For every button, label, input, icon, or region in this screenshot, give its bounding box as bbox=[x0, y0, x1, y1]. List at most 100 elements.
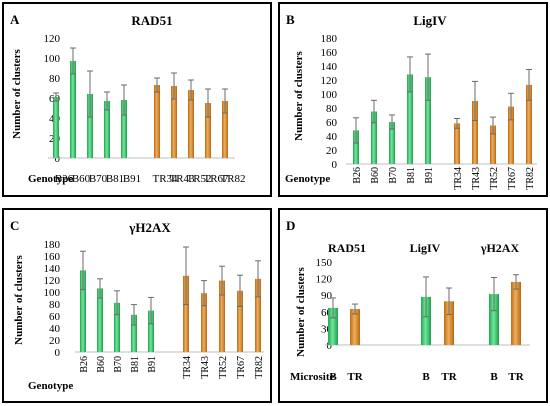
bar bbox=[371, 111, 377, 164]
panel-b: B LigIV Number of clusters Genotype 0 20 4… bbox=[278, 2, 548, 197]
y-tick-label: 80 bbox=[326, 103, 338, 115]
y-tick-label: 80 bbox=[49, 73, 61, 85]
bar bbox=[237, 290, 243, 352]
y-tick-label: 180 bbox=[44, 239, 61, 251]
y-tick-label: 40 bbox=[326, 131, 338, 143]
panel-d-group-title-ligiv: LigIV bbox=[410, 241, 441, 255]
x-tick-label: B60 bbox=[96, 356, 107, 373]
panel-c-ylabel: Number of clusters bbox=[13, 254, 25, 344]
x-tick-label: TR43 bbox=[200, 356, 211, 379]
x-tick-label: TR82 bbox=[220, 173, 245, 185]
bar bbox=[53, 97, 59, 158]
bar bbox=[97, 288, 103, 352]
y-tick-label: 20 bbox=[326, 145, 338, 157]
bar bbox=[222, 101, 228, 158]
panel-b-frame bbox=[278, 2, 548, 197]
bar bbox=[472, 101, 478, 164]
panel-a-frame bbox=[2, 2, 272, 197]
x-tick-label: TR34 bbox=[453, 167, 464, 190]
panel-b-ylabel: Number of clusters bbox=[293, 50, 305, 140]
x-tick-label: TR67 bbox=[203, 173, 229, 185]
panel-d-frame bbox=[278, 208, 548, 403]
bar bbox=[121, 100, 127, 158]
x-tick-label: TR67 bbox=[236, 356, 247, 379]
panel-c-letter: C bbox=[10, 218, 19, 233]
x-tick-label: TR bbox=[347, 371, 363, 383]
y-tick-label: 140 bbox=[321, 61, 338, 73]
bar bbox=[104, 101, 110, 158]
y-tick-label: 40 bbox=[49, 323, 61, 335]
y-tick-label: 120 bbox=[321, 75, 338, 87]
y-tick-label: 100 bbox=[44, 287, 61, 299]
y-tick-label: 60 bbox=[49, 311, 61, 323]
x-tick-label: TR52 bbox=[186, 173, 211, 185]
y-tick-label: 160 bbox=[44, 251, 61, 263]
x-tick-label: B70 bbox=[113, 356, 124, 373]
x-tick-label: B91 bbox=[424, 167, 435, 184]
x-tick-label: B60 bbox=[72, 173, 91, 185]
y-tick-label: 90 bbox=[321, 290, 333, 302]
panel-d-letter: D bbox=[286, 218, 295, 233]
bar bbox=[131, 314, 137, 352]
bar bbox=[255, 278, 261, 352]
bar bbox=[171, 86, 177, 158]
bar bbox=[526, 84, 532, 164]
y-tick-label: 20 bbox=[49, 335, 61, 347]
bar bbox=[148, 310, 154, 352]
panel-a-plot: 020406080100120B26B60B70B81B91TR34TR43TR… bbox=[44, 33, 246, 185]
bar bbox=[70, 61, 76, 158]
x-tick-label: B81 bbox=[106, 173, 124, 185]
panel-c-title: γH2AX bbox=[128, 220, 171, 235]
bar bbox=[389, 122, 395, 164]
panel-d-ylabel: Number of clusters bbox=[295, 266, 307, 356]
panel-c: C γH2AX Number of clusters Genotype 0204… bbox=[2, 208, 272, 403]
x-tick-label: B70 bbox=[89, 173, 108, 185]
bar bbox=[421, 296, 431, 345]
y-tick-label: 100 bbox=[44, 53, 61, 65]
panel-a: A RAD51 Number of clusters Genotype 0204… bbox=[2, 2, 272, 197]
panel-d-xlabel: Microsite bbox=[290, 371, 335, 383]
x-tick-label: B81 bbox=[130, 356, 141, 373]
bar bbox=[114, 302, 120, 352]
x-tick-label: B bbox=[329, 371, 337, 383]
panel-a-letter: A bbox=[10, 12, 20, 27]
x-tick-label: B26 bbox=[55, 173, 74, 185]
y-tick-label: 120 bbox=[316, 274, 333, 286]
x-tick-label: B bbox=[422, 371, 430, 383]
x-tick-label: TR82 bbox=[525, 167, 536, 190]
y-tick-label: 100 bbox=[321, 89, 338, 101]
panel-b-xlabel: Genotype bbox=[285, 173, 330, 185]
x-tick-label: TR bbox=[441, 371, 457, 383]
y-tick-label: 180 bbox=[321, 33, 338, 45]
x-tick-label: TR52 bbox=[489, 167, 500, 190]
x-tick-label: TR34 bbox=[182, 356, 193, 379]
panel-d-plot: 0 30 60 90 120 150 B TR B TR B TR bbox=[316, 257, 530, 383]
x-tick-label: B91 bbox=[147, 356, 158, 373]
bar bbox=[205, 103, 211, 158]
x-tick-label: TR82 bbox=[254, 356, 265, 379]
y-tick-label: 0 bbox=[55, 347, 61, 359]
bar bbox=[353, 130, 359, 164]
panel-c-frame bbox=[2, 208, 272, 403]
y-tick-label: 0 bbox=[332, 159, 338, 171]
y-tick-label: 120 bbox=[44, 275, 61, 287]
bar bbox=[201, 293, 207, 352]
bar bbox=[350, 309, 360, 345]
panel-d-group-title-gh2ax: γH2AX bbox=[480, 241, 520, 255]
x-tick-label: TR52 bbox=[218, 356, 229, 379]
y-tick-label: 160 bbox=[321, 47, 338, 59]
bar bbox=[508, 106, 514, 164]
panel-d: D RAD51 LigIV γH2AX Number of clusters M… bbox=[278, 208, 548, 403]
y-tick-label: 80 bbox=[49, 299, 61, 311]
panel-a-ylabel: Number of clusters bbox=[11, 48, 23, 138]
y-tick-label: 120 bbox=[44, 33, 61, 45]
x-tick-label: B60 bbox=[370, 167, 381, 184]
x-tick-label: B bbox=[490, 371, 498, 383]
x-tick-label: B26 bbox=[79, 356, 90, 373]
bar bbox=[188, 90, 194, 158]
y-tick-label: 0 bbox=[327, 340, 333, 352]
y-tick-label: 60 bbox=[326, 117, 338, 129]
bar bbox=[328, 307, 338, 345]
x-tick-label: TR67 bbox=[507, 167, 518, 190]
